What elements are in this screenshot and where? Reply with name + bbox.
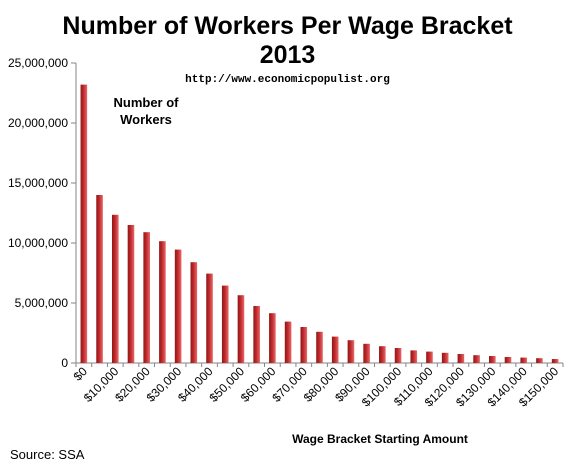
y-tick-label: 15,000,000 [8,176,68,190]
y-tick-label: 5,000,000 [15,296,69,310]
bar [221,285,229,363]
bar [237,295,245,363]
bar [473,355,480,363]
chart-annotation: Number of Workers [113,95,179,127]
bar [206,273,213,363]
bar [111,214,119,363]
bar [520,357,528,363]
x-tick-label: $0 [71,364,91,384]
y-tick-label: 0 [61,356,68,370]
bar [331,336,339,363]
bar [489,356,496,363]
bar [316,331,323,363]
source-url-note: http://www.economicpopulist.org [185,74,390,86]
bar [269,313,276,363]
bar [504,357,512,363]
x-axis-label: Wage Bracket Starting Amount [292,432,468,446]
bar [80,84,88,363]
bar [410,350,418,363]
bar [96,195,103,363]
bar [190,262,198,363]
bar [159,241,166,363]
y-tick-label: 10,000,000 [8,236,68,250]
bar [536,358,543,363]
y-tick-label: 25,000,000 [8,56,68,70]
bar [174,249,182,363]
chart-subtitle: 2013 [259,41,316,69]
bar [426,351,433,363]
bar [379,346,386,363]
bar [551,359,559,363]
bar [457,354,465,363]
bar [363,343,370,363]
bar [253,306,260,363]
bar [127,225,135,363]
y-tick-label: 20,000,000 [8,116,68,130]
bar [143,232,150,363]
bar [300,327,308,363]
bar [284,321,292,363]
chart-title: Number of Workers Per Wage Bracket [62,12,513,40]
source-note: Source: SSA [10,447,85,462]
bar [441,352,449,363]
bar [347,340,355,363]
bar [394,348,402,363]
